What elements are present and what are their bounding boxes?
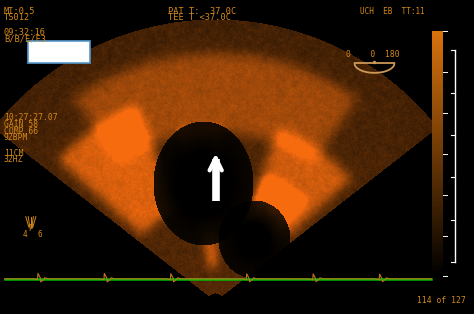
Text: 11CM: 11CM xyxy=(4,149,23,158)
Text: MI:0.5: MI:0.5 xyxy=(4,7,35,16)
Text: 09:32:16: 09:32:16 xyxy=(4,28,46,37)
Text: B/B/E/F3: B/B/E/F3 xyxy=(4,35,46,44)
Text: 92BPM: 92BPM xyxy=(4,133,28,142)
Text: COMP 66: COMP 66 xyxy=(4,127,38,136)
Text: TEE T <37.0C: TEE T <37.0C xyxy=(168,13,231,22)
Bar xyxy=(28,41,90,63)
Text: UCH  EB  TT:11: UCH EB TT:11 xyxy=(360,7,425,16)
Text: 0    0  180: 0 0 180 xyxy=(346,50,400,58)
Text: 32HZ: 32HZ xyxy=(4,155,23,164)
Text: P: P xyxy=(28,224,33,233)
Text: GAIN 58: GAIN 58 xyxy=(4,120,38,129)
Text: 10:27:27.07: 10:27:27.07 xyxy=(4,113,57,122)
Text: 114 of 127: 114 of 127 xyxy=(417,296,466,305)
Text: 4: 4 xyxy=(22,230,27,239)
Text: PAT T:  37.0C: PAT T: 37.0C xyxy=(168,7,237,16)
Text: 6: 6 xyxy=(38,230,43,239)
Text: TS012: TS012 xyxy=(4,13,30,22)
